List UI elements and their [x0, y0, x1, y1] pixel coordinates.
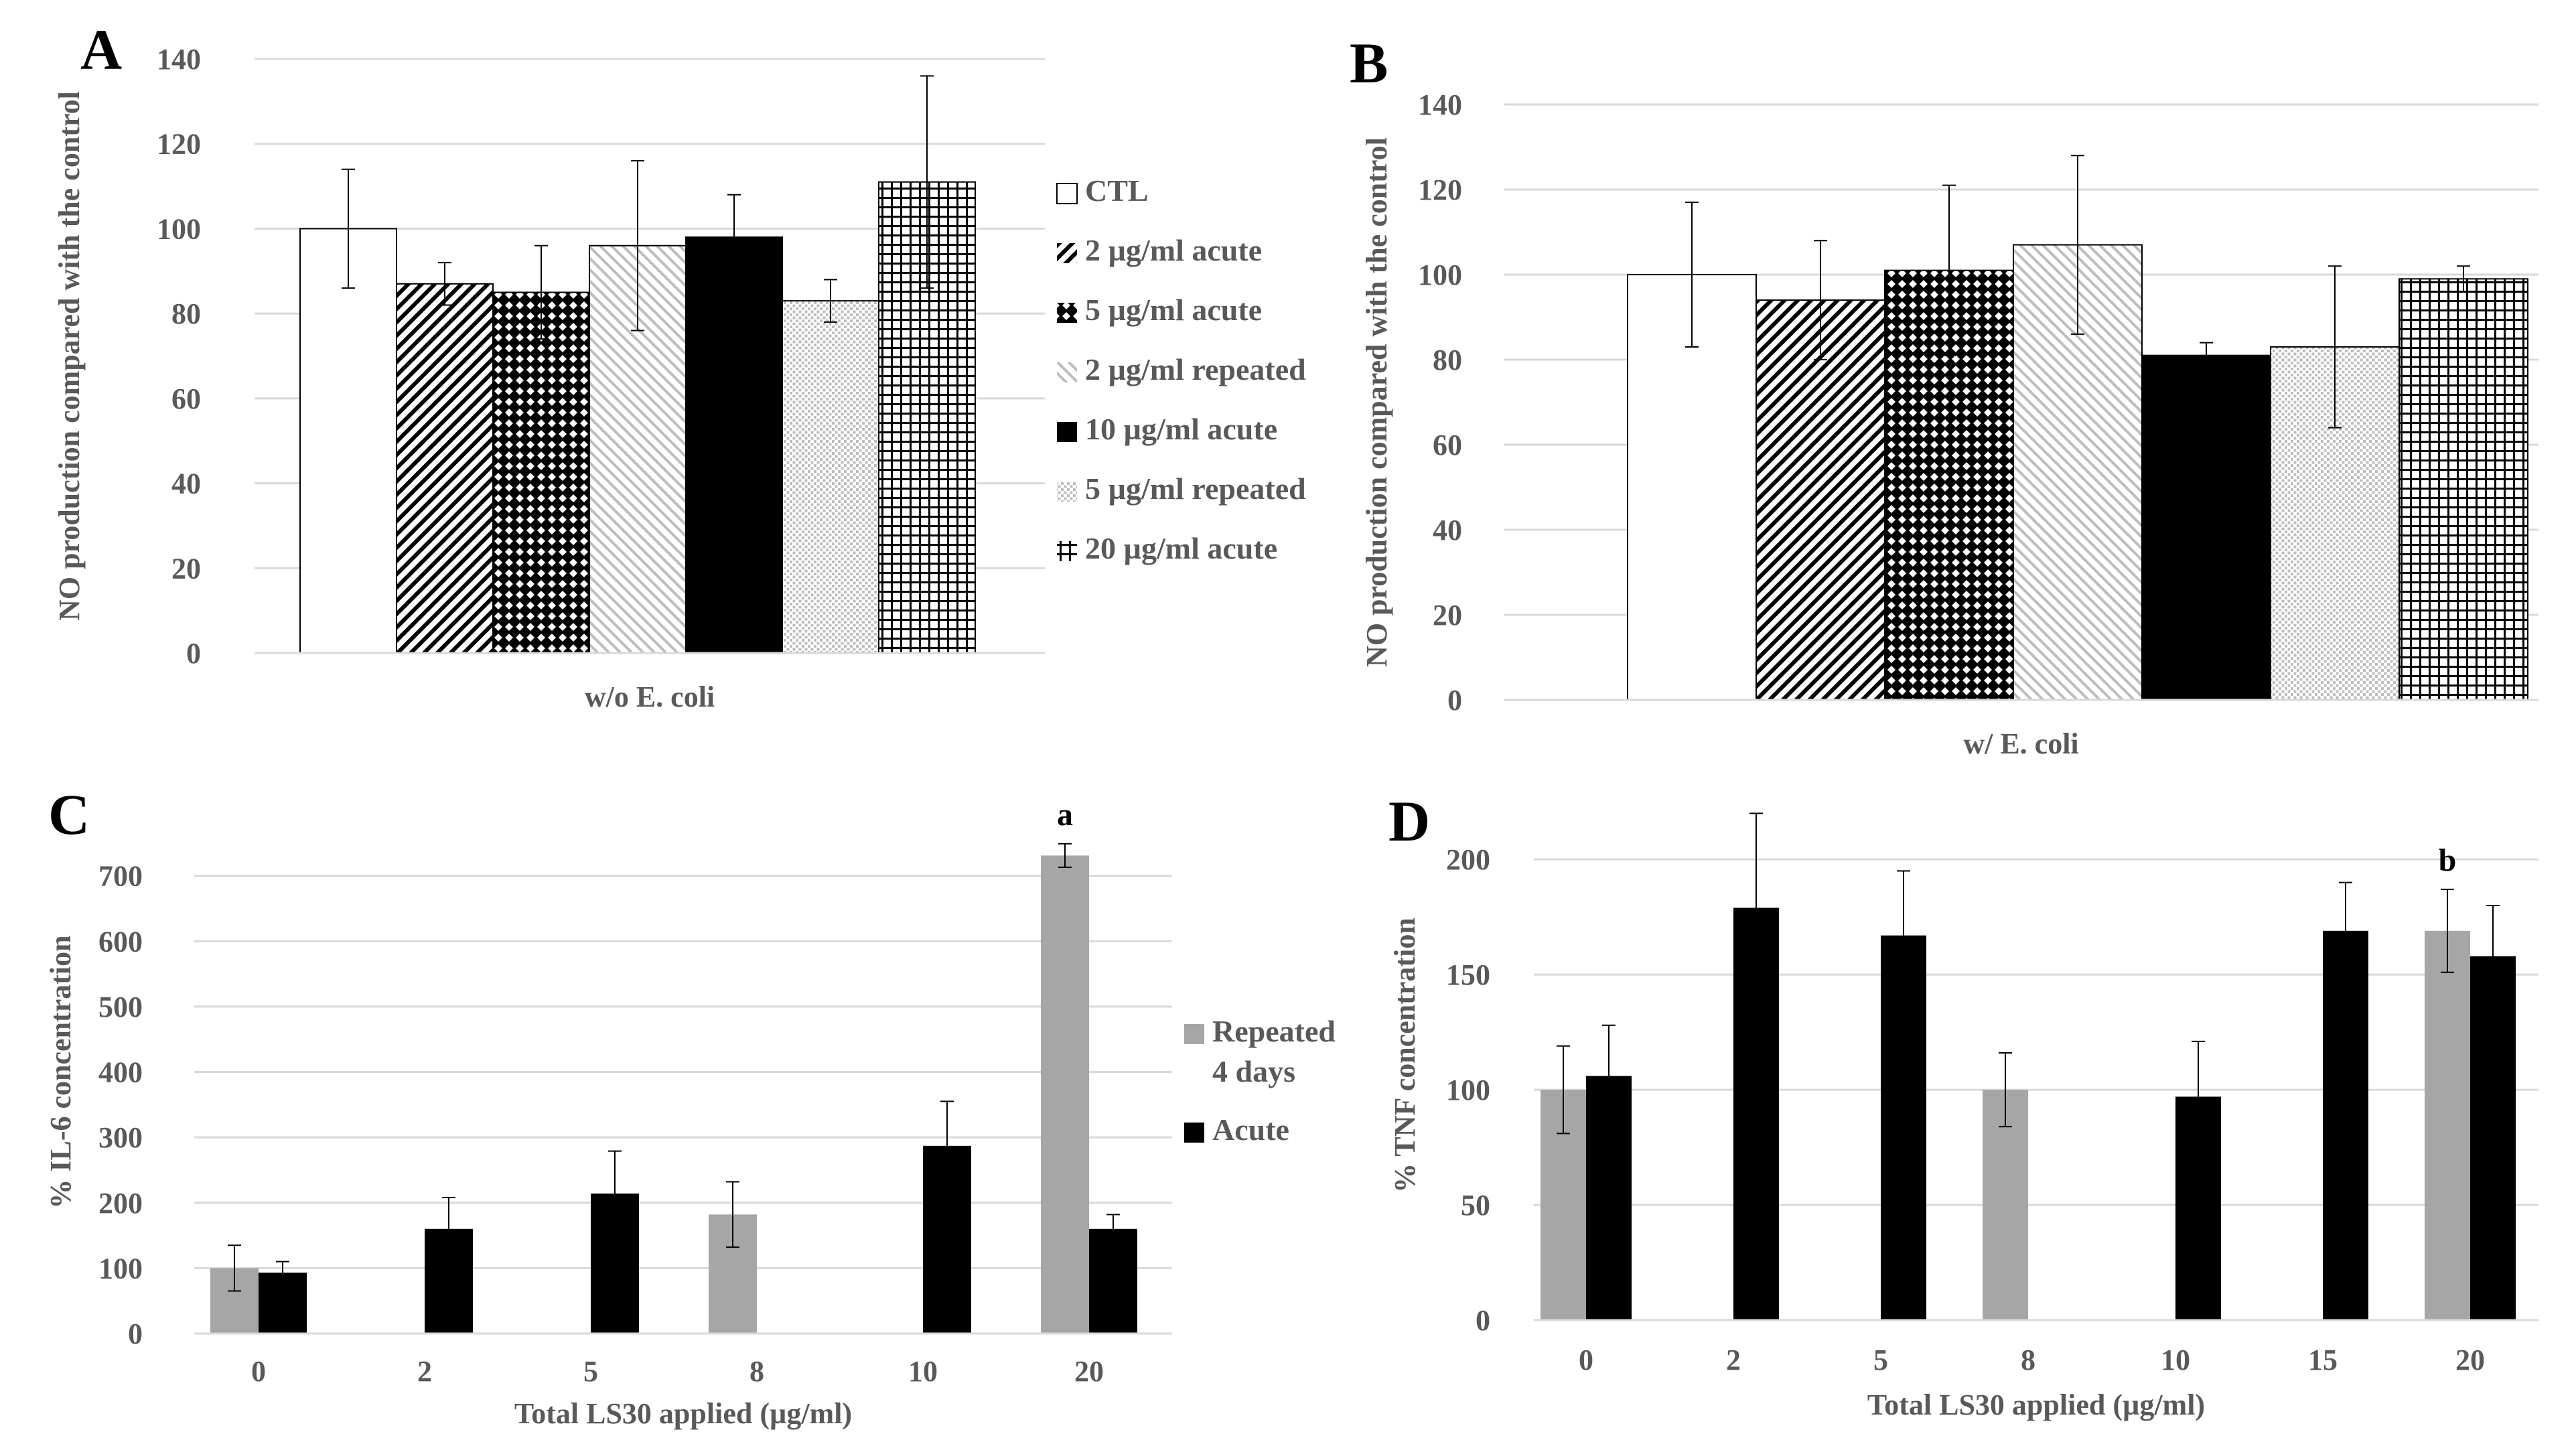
x-tick-label: 0	[1579, 1344, 1593, 1376]
bar-2--g-ml-acute	[1756, 299, 1885, 701]
bar-acute-20	[2470, 956, 2516, 1320]
y-tick-label: 50	[1461, 1189, 1490, 1222]
bar-repeated-20	[1041, 855, 1089, 1334]
legend-label: 10 µg/ml acute	[1085, 412, 1277, 446]
y-tick-label: 0	[128, 1317, 143, 1350]
y-tick-label: 80	[1433, 344, 1462, 376]
y-axis-title: NO production compared with the control	[53, 91, 86, 621]
bar-ctl	[299, 228, 397, 654]
x-tick-label: 8	[2021, 1344, 2035, 1376]
legend-label: CTL	[1085, 173, 1149, 208]
y-tick-label: 140	[157, 43, 201, 76]
x-tick-label: 0	[251, 1355, 266, 1388]
panel-a-chart: 0 20 40 60 80 100 120 140 NO production compared…	[53, 43, 1306, 713]
y-tick-label: 20	[1433, 599, 1462, 632]
legend-label: 5 µg/ml acute	[1085, 293, 1262, 327]
panel-letter-b: B	[1350, 31, 1388, 95]
y-axis-title: % TNF concentration	[1388, 918, 1421, 1193]
legend-label: 20 µg/ml acute	[1085, 531, 1277, 565]
legend-swatch	[1057, 362, 1077, 382]
bar-20--g-ml-acute	[2399, 278, 2528, 701]
y-tick-label: 120	[157, 128, 201, 161]
bar-repeated-20	[2425, 930, 2470, 1320]
x-axis-title: w/o E. coli	[585, 680, 715, 713]
panel-letter-d: D	[1388, 789, 1430, 853]
x-tick-label: 10	[908, 1355, 938, 1388]
legend-swatch	[1184, 1123, 1204, 1143]
bar-10--g-ml-acute	[2141, 354, 2271, 701]
x-axis-title: w/ E. coli	[1963, 727, 2078, 760]
x-tick-label: 20	[2455, 1344, 2485, 1376]
legend-swatch	[1056, 183, 1078, 204]
y-tick-label: 60	[1433, 429, 1462, 461]
y-tick-label: 100	[1446, 1074, 1490, 1106]
legend-label: 2 µg/ml acute	[1085, 233, 1262, 267]
x-axis-title: Total LS30 applied (µg/ml)	[514, 1397, 852, 1430]
panel-letter-a: A	[80, 17, 122, 82]
legend-swatch	[1057, 243, 1077, 263]
y-tick-label: 200	[1446, 843, 1490, 876]
y-tick-label: 300	[98, 1121, 143, 1154]
significance-marker: a	[1057, 797, 1073, 833]
x-tick-label: 2	[417, 1355, 432, 1388]
x-tick-label: 10	[2161, 1344, 2190, 1376]
y-tick-label: 0	[1447, 684, 1462, 717]
y-tick-label: 100	[1418, 259, 1462, 291]
y-tick-label: 400	[98, 1056, 143, 1089]
y-axis-title: NO production compared with the control	[1360, 137, 1393, 667]
legend-label: Repeated	[1212, 1014, 1336, 1048]
bar-repeated-8	[1983, 1090, 2028, 1320]
x-axis-title: Total LS30 applied (µg/ml)	[1867, 1388, 2205, 1421]
y-tick-label: 120	[1418, 173, 1462, 206]
bar-5--g-ml-acute	[492, 291, 590, 654]
y-tick-label: 500	[98, 991, 143, 1023]
x-tick-label: 2	[1726, 1344, 1741, 1376]
x-tick-label: 8	[749, 1355, 764, 1388]
panel-letter-c: C	[48, 782, 90, 847]
y-tick-label: 600	[98, 925, 143, 958]
panel-b-chart: 0 20 40 60 80 100 120 140 NO production compared…	[1360, 88, 2538, 760]
bar-5--g-ml-repeated	[782, 300, 879, 654]
legend-swatch	[1057, 482, 1077, 502]
legend-label: 4 days	[1212, 1054, 1295, 1088]
y-tick-label: 0	[186, 637, 201, 670]
legend-swatch	[1057, 303, 1077, 323]
y-tick-label: 140	[1418, 88, 1462, 121]
y-tick-label: 100	[157, 212, 201, 245]
x-tick-label: 20	[1074, 1355, 1104, 1388]
y-tick-label: 80	[171, 297, 201, 330]
x-tick-label: 5	[583, 1355, 598, 1388]
legend-label: 2 µg/ml repeated	[1085, 352, 1306, 386]
bar-2--g-ml-acute	[396, 283, 494, 654]
legend-swatch	[1057, 541, 1077, 561]
bar-acute-15	[2323, 930, 2368, 1320]
y-tick-label: 20	[171, 552, 201, 585]
legend-label: 5 µg/ml repeated	[1085, 472, 1306, 506]
y-tick-label: 700	[98, 860, 143, 893]
y-tick-label: 40	[1433, 514, 1462, 547]
legend-swatch	[1057, 422, 1077, 442]
significance-marker: b	[2439, 843, 2457, 878]
x-tick-label: 5	[1873, 1344, 1888, 1376]
bar-acute-20	[1089, 1228, 1137, 1334]
y-tick-label: 100	[98, 1252, 143, 1285]
y-tick-label: 150	[1446, 958, 1490, 991]
legend-swatch	[1184, 1024, 1204, 1044]
y-tick-label: 60	[171, 382, 201, 415]
y-tick-label: 200	[98, 1187, 143, 1220]
y-tick-label: 0	[1476, 1304, 1490, 1337]
x-tick-label: 15	[2308, 1344, 2338, 1376]
legend-label: Acute	[1212, 1112, 1289, 1147]
bar-10--g-ml-acute	[685, 236, 783, 654]
y-axis-title: % IL-6 concentration	[44, 935, 77, 1208]
y-tick-label: 40	[171, 467, 201, 500]
